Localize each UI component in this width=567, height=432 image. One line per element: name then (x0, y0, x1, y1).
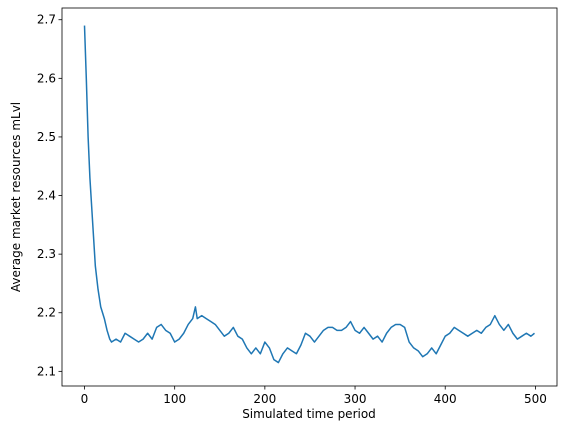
x-tick-label: 0 (81, 392, 89, 406)
y-tick-label: 2.2 (37, 306, 56, 320)
y-tick-label: 2.3 (37, 247, 56, 261)
y-tick-label: 2.5 (37, 130, 56, 144)
y-axis-label: Average market resources mLvl (9, 102, 23, 292)
x-axis-label: Simulated time period (242, 407, 376, 421)
x-tick-label: 500 (524, 392, 547, 406)
plot-frame (61, 7, 558, 387)
y-tick-label: 2.6 (37, 71, 56, 85)
x-tick-label: 400 (434, 392, 457, 406)
x-tick-label: 100 (163, 392, 186, 406)
x-tick-label: 300 (344, 392, 367, 406)
y-tick-label: 2.7 (37, 13, 56, 27)
y-tick-label: 2.4 (37, 189, 56, 203)
x-tick-label: 200 (253, 392, 276, 406)
line (83, 25, 535, 364)
y-tick-label: 2.1 (37, 364, 56, 378)
